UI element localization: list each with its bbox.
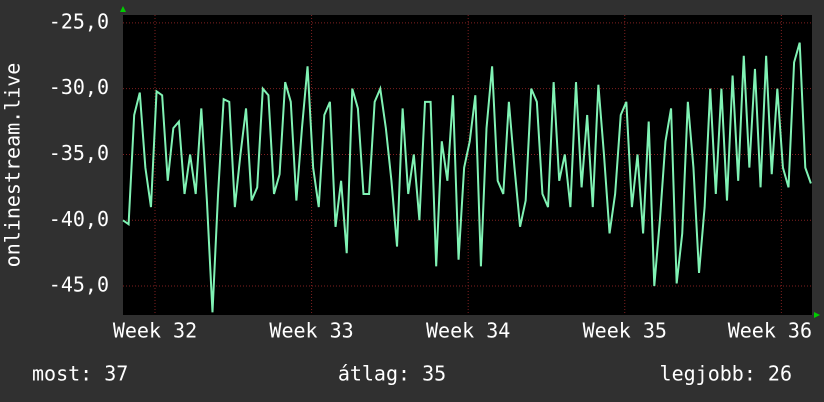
axis-arrow: [120, 6, 126, 12]
x-tick-label: Week 36: [728, 319, 812, 343]
x-tick-label: Week 34: [426, 319, 510, 343]
x-tick-label: Week 33: [269, 319, 353, 343]
footer-best: legjobb: 26: [660, 362, 792, 386]
footer-average: átlag: 35: [338, 362, 446, 386]
y-tick-label: -45,0: [49, 273, 109, 297]
x-tick-label: Week 35: [583, 319, 667, 343]
y-tick-label: -35,0: [49, 141, 109, 165]
y-tick-label: -40,0: [49, 207, 109, 231]
x-tick-label: Week 32: [113, 319, 197, 343]
data-line: [122, 42, 812, 313]
plot-area: [123, 15, 812, 315]
y-axis-title: onlinestream.live: [1, 63, 25, 268]
y-tick-label: -30,0: [49, 75, 109, 99]
axis-arrow: [814, 312, 820, 318]
y-tick-label: -25,0: [49, 9, 109, 33]
footer-current: most: 37: [32, 362, 128, 386]
